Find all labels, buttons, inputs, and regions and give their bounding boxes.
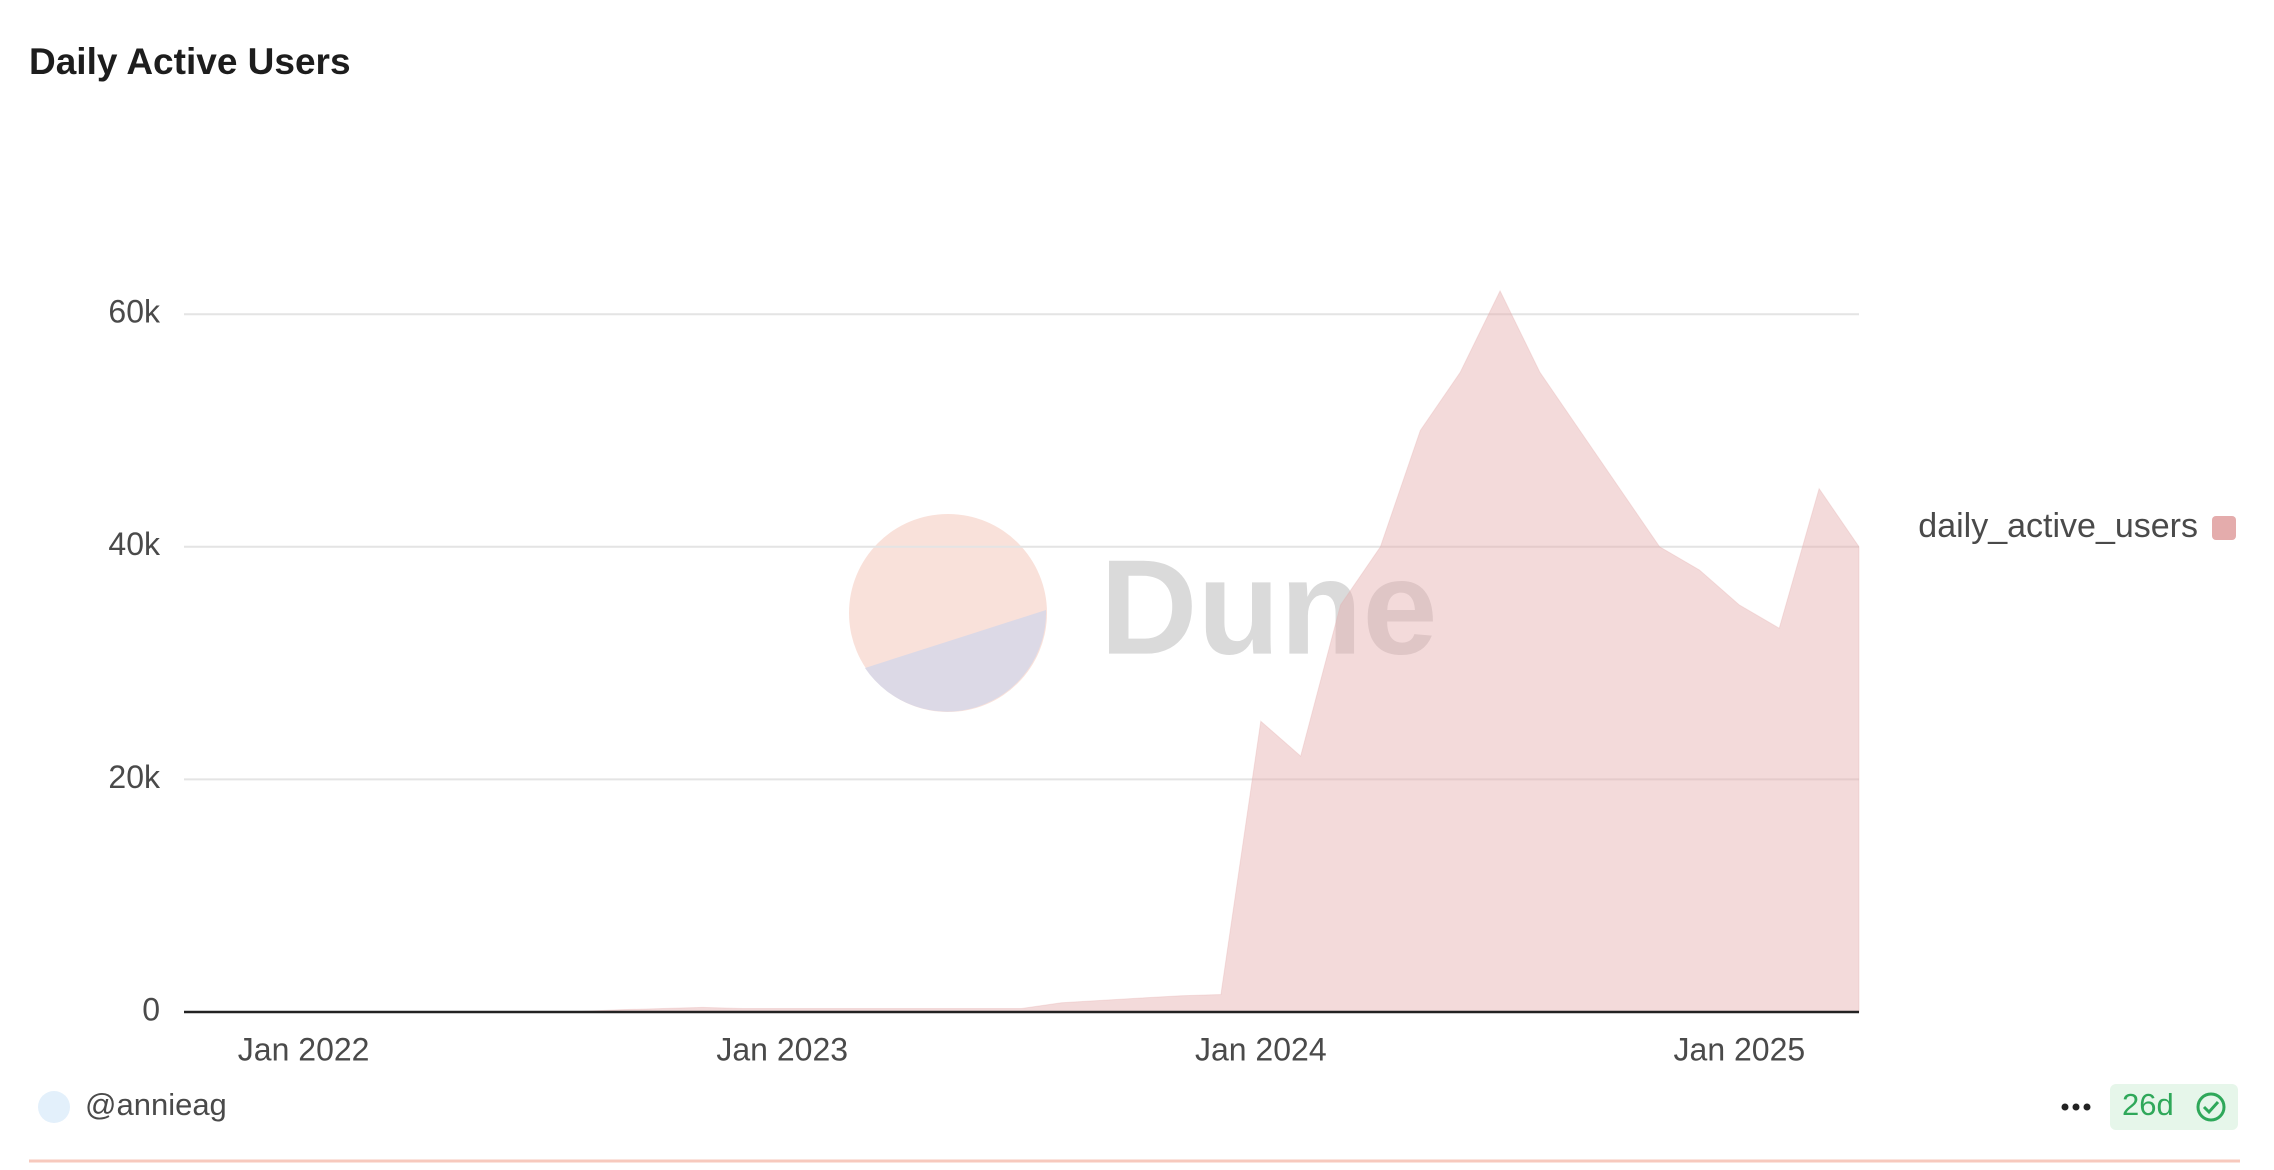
age: 26d [2122, 1087, 2174, 1122]
menu-dot [2083, 1103, 2091, 1111]
watermark-logo-part [865, 610, 1047, 712]
avatar [38, 1091, 70, 1123]
legend-label: daily_active_users [1918, 507, 2198, 545]
verified-check [2202, 1100, 2220, 1115]
y-tick-label: 20k [108, 759, 161, 795]
y-tick-label: 0 [142, 991, 160, 1027]
menu-dot[interactable] [2061, 1103, 2069, 1111]
watermark-text: Dune [1100, 532, 1438, 683]
watermark: Dune [849, 514, 1438, 712]
footer: @annieag 26d [29, 1084, 2240, 1163]
verified-icon [2196, 1092, 2226, 1122]
legend-swatch [2212, 516, 2236, 540]
chart-title: Daily Active Users [29, 41, 351, 82]
plot: 0 20k 40k 60k Jan 2022 Jan 2023 Jan 2024 Jan 20… [108, 289, 2236, 1067]
x-tick-label: Jan 2023 [716, 1031, 848, 1067]
y-tick-label: 40k [108, 526, 161, 562]
menu-dot [2072, 1103, 2080, 1111]
x-tick-label: Jan 2022 [238, 1031, 370, 1067]
author[interactable]: @annieag [85, 1087, 227, 1122]
x-tick-label: Jan 2024 [1195, 1031, 1327, 1067]
x-tick-label: Jan 2025 [1674, 1031, 1806, 1067]
y-tick-label: 60k [108, 294, 161, 330]
